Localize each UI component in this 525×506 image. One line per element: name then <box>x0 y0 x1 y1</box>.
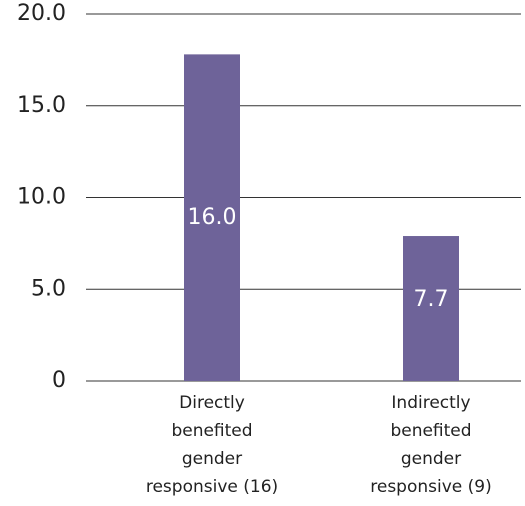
category-label-line: benefited <box>171 421 252 441</box>
category-label-line: benefited <box>390 421 471 441</box>
y-tick-label: 10.0 <box>17 185 66 210</box>
y-tick-label: 15.0 <box>17 93 66 118</box>
bar <box>184 54 240 382</box>
y-tick-label: 0 <box>52 368 66 393</box>
bars <box>184 54 459 382</box>
y-axis-tick-labels: 0 5.0 10.0 15.0 20.0 <box>17 1 66 393</box>
category-label: Indirectly benefited gender responsive (9) <box>370 393 491 497</box>
category-label: Directly benefited gender responsive (16) <box>146 393 278 497</box>
category-label-line: responsive (9) <box>370 477 491 497</box>
data-label: 7.7 <box>414 287 449 312</box>
category-labels: Directly benefited gender responsive (16) In… <box>146 393 492 497</box>
y-tick-label: 20.0 <box>17 1 66 26</box>
data-labels: 16.0 7.7 <box>188 205 449 312</box>
category-label-line: Indirectly <box>391 393 470 413</box>
category-label-line: gender <box>401 449 461 469</box>
data-label: 16.0 <box>188 205 237 230</box>
y-tick-label: 5.0 <box>31 276 66 301</box>
bar <box>403 236 459 381</box>
category-label-line: Directly <box>179 393 245 413</box>
category-label-line: responsive (16) <box>146 477 278 497</box>
category-label-line: gender <box>182 449 242 469</box>
